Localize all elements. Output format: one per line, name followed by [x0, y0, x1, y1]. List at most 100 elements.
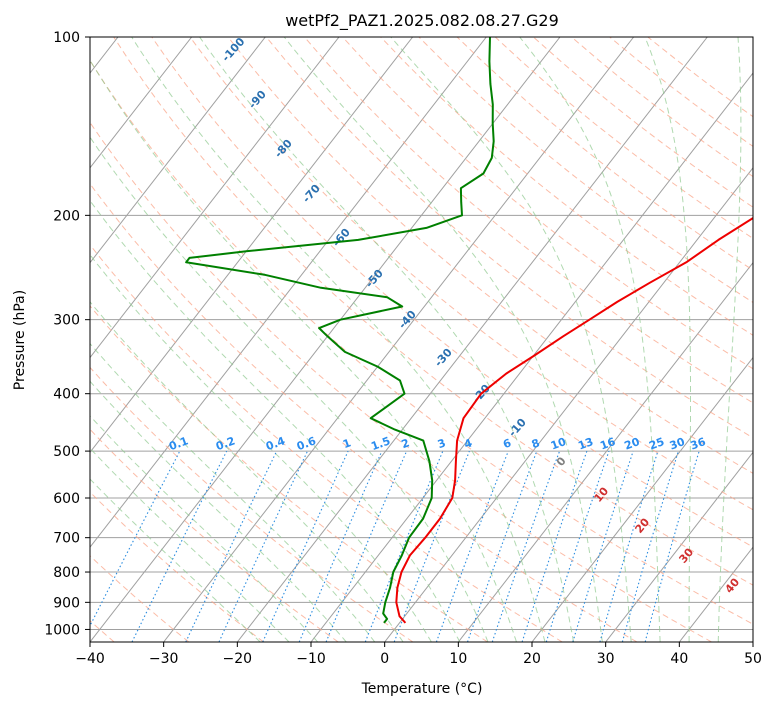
y-tick-label: 500	[53, 444, 80, 460]
x-tick-label: 10	[449, 651, 467, 667]
moist-adiabat-line	[90, 253, 432, 642]
mixing-ratio-label: 0.4	[264, 434, 287, 453]
dry-adiabat-line	[380, 37, 753, 336]
dry-adiabat-line	[90, 182, 638, 642]
y-tick-label: 800	[53, 565, 80, 581]
mixing-ratio-label: 6	[501, 436, 513, 451]
mixing-ratio-label: 8	[530, 436, 542, 451]
x-axis-ticks: −40 −30 −20 −10 0 10 20 30 40 50	[75, 642, 762, 667]
plot-area: -100-90-80-70-60-50-40-30-20-10010203040…	[90, 37, 753, 642]
isotherm-grid	[90, 37, 753, 642]
dry-adiabat-line	[90, 366, 414, 642]
mixing-ratio-label: 2	[400, 436, 412, 451]
dry-adiabat-line	[227, 37, 753, 474]
mixing-ratio-label: 20	[623, 435, 642, 453]
isotherm-line	[310, 72, 753, 642]
moist-adiabats	[90, 37, 742, 642]
y-tick-label: 600	[53, 491, 80, 507]
y-tick-label: 200	[53, 208, 80, 224]
mixing-ratio-label: 0.2	[214, 434, 237, 453]
mixing-ratio-label: 4	[462, 436, 474, 451]
mixing-ratio-label: 1	[341, 436, 353, 451]
x-tick-label: −40	[75, 651, 105, 667]
isotherm-line	[90, 37, 487, 548]
dry-adiabat-line	[418, 37, 753, 303]
temperature-profile-line	[395, 216, 753, 624]
dry-adiabat-line	[90, 59, 753, 625]
x-tick-label: −30	[149, 651, 179, 667]
axes-frame	[89, 36, 754, 643]
y-tick-label: 300	[53, 313, 80, 329]
mixing-ratio-line	[131, 450, 228, 642]
y-axis-ticks: 100 200 300 400 500 600 700 800 900 1000	[44, 30, 90, 638]
mixing-ratio-line	[393, 450, 470, 642]
mixing-ratio-line	[572, 450, 634, 642]
dry-adiabat-line	[151, 37, 753, 548]
moist-adiabat-line	[390, 37, 632, 642]
x-tick-label: 30	[597, 651, 615, 667]
isotherm-line	[90, 37, 266, 264]
isotherm-line	[90, 37, 414, 454]
moist-adiabat-line	[717, 37, 742, 642]
x-tick-label: −10	[296, 651, 326, 667]
mixing-ratio-label: 30	[668, 435, 687, 453]
mixing-ratio-label: 13	[576, 435, 595, 452]
y-tick-label: 900	[53, 595, 80, 611]
isotherm-line	[163, 37, 635, 642]
moist-adiabat-line	[90, 447, 290, 642]
mixing-ratio-label: 36	[689, 435, 708, 453]
y-tick-label: 700	[53, 531, 80, 547]
moist-adiabat-line	[131, 37, 546, 642]
dry-adiabat-line	[189, 37, 753, 511]
isotherm-line	[90, 37, 340, 359]
x-tick-label: 0	[380, 651, 389, 667]
profile-series	[185, 37, 753, 624]
isotherm-line	[384, 167, 753, 642]
mixing-ratio-line	[521, 450, 588, 642]
mixing-ratio-line	[262, 450, 349, 642]
moist-adiabat-line	[519, 37, 661, 642]
mixing-ratio-line	[435, 450, 509, 642]
dry-adiabat-line	[113, 37, 753, 586]
mixing-ratio-label: 0.6	[295, 434, 318, 453]
moist-adiabat-line	[90, 478, 261, 642]
dry-adiabat-line	[90, 244, 563, 642]
mixing-ratio-line	[298, 450, 383, 642]
dry-adiabat-line	[90, 555, 190, 642]
moist-adiabat-line	[90, 342, 376, 642]
mixing-ratio-line	[466, 450, 538, 642]
x-tick-label: 40	[670, 651, 688, 667]
moist-adiabat-line	[644, 37, 691, 642]
mixing-ratio-line	[545, 450, 610, 642]
x-tick-label: 50	[744, 651, 762, 667]
x-tick-label: 20	[523, 651, 541, 667]
moist-adiabat-line	[199, 37, 575, 642]
mixing-ratio-label: 25	[647, 435, 666, 452]
moist-adiabat-line	[90, 199, 461, 642]
isotherm-line	[90, 37, 193, 169]
dry-adiabat-line	[90, 305, 488, 642]
mixing-ratio-line	[599, 450, 659, 642]
dewpoint-profile-line	[185, 37, 495, 624]
y-axis-label: Pressure (hPa)	[12, 290, 28, 390]
dry-adiabat-line	[90, 428, 339, 642]
x-axis-label: Temperature (°C)	[361, 681, 483, 697]
moist-adiabat-line	[90, 300, 404, 642]
moist-adiabat-line	[90, 415, 319, 642]
mixing-ratio-label: 10	[549, 435, 568, 453]
y-tick-label: 1000	[44, 622, 80, 638]
mixing-ratio-line	[621, 450, 679, 642]
y-tick-label: 400	[53, 387, 80, 403]
dry-adiabat-line	[90, 121, 712, 642]
mixing-ratio-line	[491, 450, 561, 642]
moist-adiabat-line	[90, 59, 517, 642]
mixing-ratio-line	[325, 450, 408, 642]
mixing-ratio-label: 1.5	[369, 434, 392, 453]
moist-adiabat-line	[283, 37, 603, 642]
y-tick-label: 100	[53, 30, 80, 46]
isotherm-line	[236, 37, 708, 642]
isotherm-line	[457, 261, 753, 642]
chart-title: wetPf2_PAZ1.2025.082.08.27.G29	[285, 11, 559, 31]
x-tick-label: −20	[223, 651, 253, 667]
